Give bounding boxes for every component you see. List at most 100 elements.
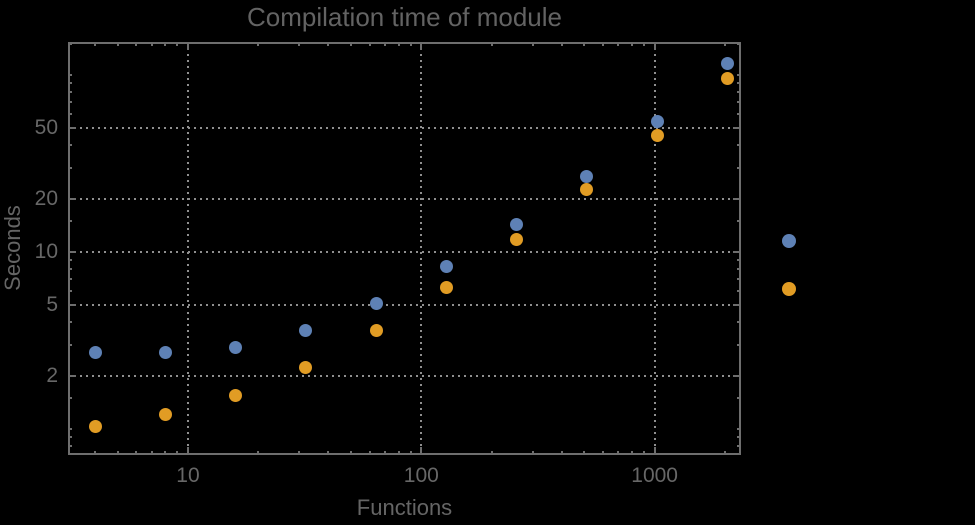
- x-tick: [397, 451, 400, 455]
- y-tick: [68, 219, 72, 222]
- data-point-series-1: [439, 259, 453, 273]
- x-tick-top: [653, 42, 656, 50]
- gridline-horizontal: [68, 127, 741, 130]
- data-point-series-1: [650, 115, 664, 129]
- y-tick-right: [737, 290, 741, 293]
- y-tick-right: [737, 427, 741, 430]
- x-axis-label: Functions: [356, 495, 453, 520]
- y-tick: [68, 250, 76, 253]
- gridline-horizontal: [68, 197, 741, 200]
- x-tick-top: [531, 42, 534, 46]
- x-tick: [135, 451, 138, 455]
- y-tick-right: [737, 166, 741, 169]
- y-tick-right: [733, 250, 741, 253]
- data-point-series-2: [439, 281, 453, 294]
- y-tick: [68, 427, 72, 430]
- y-tick: [68, 304, 76, 307]
- x-tick-top: [135, 42, 138, 46]
- y-tick: [68, 91, 72, 94]
- gridline-vertical: [186, 42, 189, 455]
- y-tick: [68, 113, 72, 116]
- x-tick: [490, 451, 493, 455]
- x-tick-top: [642, 42, 645, 46]
- y-tick-right: [737, 91, 741, 94]
- x-tick-top: [327, 42, 330, 46]
- y-tick-right: [737, 73, 741, 76]
- data-point-series-2: [720, 71, 734, 85]
- x-tick-top: [164, 42, 167, 46]
- x-tick-top: [601, 42, 604, 46]
- y-tick-right: [737, 101, 741, 104]
- x-tick: [257, 451, 260, 455]
- x-tick-top: [298, 42, 301, 46]
- y-tick: [68, 42, 72, 45]
- data-point-series-1: [580, 170, 594, 184]
- x-tick-top: [409, 42, 412, 46]
- data-point-series-2: [369, 324, 383, 338]
- y-tick: [68, 101, 72, 104]
- x-tick: [327, 451, 330, 455]
- data-point-series-1: [369, 297, 383, 311]
- plot-frame: [68, 42, 741, 455]
- y-tick: [68, 197, 76, 200]
- y-tick: [68, 73, 72, 76]
- data-point-series-2: [650, 128, 664, 142]
- legend-marker-series-1: [782, 234, 796, 248]
- x-tick-top: [631, 42, 634, 46]
- x-tick: [642, 451, 645, 455]
- legend-marker-series-2: [782, 282, 796, 296]
- y-tick: [68, 259, 72, 262]
- y-tick-right: [737, 321, 741, 324]
- y-tick-label: 10: [34, 239, 58, 263]
- gridline-horizontal: [68, 250, 741, 253]
- y-tick-right: [737, 42, 741, 45]
- data-point-series-1: [229, 340, 243, 354]
- data-point-series-2: [580, 183, 594, 197]
- x-tick-top: [617, 42, 620, 46]
- x-tick: [583, 451, 586, 455]
- x-tick-top: [350, 42, 353, 46]
- data-point-series-1: [299, 324, 313, 338]
- y-tick-right: [733, 304, 741, 307]
- plot-title: Compilation time of module: [246, 2, 563, 32]
- y-tick: [68, 127, 76, 130]
- data-point-series-1: [510, 217, 524, 231]
- y-tick-label: 5: [46, 293, 58, 317]
- y-tick-label: 2: [46, 363, 58, 387]
- x-tick: [617, 451, 620, 455]
- y-tick-right: [733, 197, 741, 200]
- y-tick: [68, 166, 72, 169]
- x-tick-top: [397, 42, 400, 46]
- x-tick: [631, 451, 634, 455]
- y-tick-right: [737, 343, 741, 346]
- y-tick-right: [737, 436, 741, 439]
- x-tick-top: [176, 42, 179, 46]
- y-tick: [68, 436, 72, 439]
- x-tick: [420, 447, 423, 455]
- x-tick: [409, 451, 412, 455]
- y-tick-right: [737, 259, 741, 262]
- y-tick-right: [733, 127, 741, 130]
- y-tick: [68, 396, 72, 399]
- x-tick-top: [490, 42, 493, 46]
- x-tick-top: [257, 42, 260, 46]
- data-point-series-2: [229, 389, 243, 403]
- y-tick: [68, 278, 72, 281]
- x-tick-top: [384, 42, 387, 46]
- x-tick-top: [150, 42, 153, 46]
- data-point-series-2: [510, 232, 524, 246]
- x-tick-top: [116, 42, 119, 46]
- x-tick: [116, 451, 119, 455]
- y-tick-right: [737, 144, 741, 147]
- y-tick-right: [733, 374, 741, 377]
- y-tick-right: [737, 445, 741, 448]
- x-tick: [176, 451, 179, 455]
- gridline-vertical: [420, 42, 423, 455]
- y-tick-right: [737, 278, 741, 281]
- data-point-series-2: [88, 420, 102, 434]
- x-tick: [560, 451, 563, 455]
- x-tick-label: 1000: [631, 464, 678, 487]
- y-tick: [68, 82, 72, 85]
- gridline-vertical: [653, 42, 656, 455]
- y-tick-label: 20: [34, 186, 58, 210]
